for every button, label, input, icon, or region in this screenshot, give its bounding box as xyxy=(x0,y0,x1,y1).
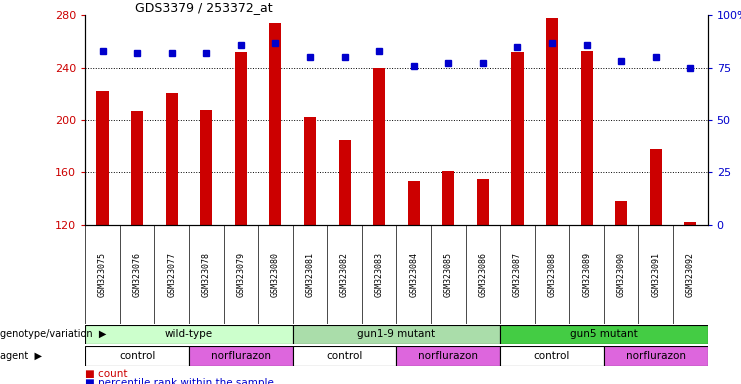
Text: norflurazon: norflurazon xyxy=(419,351,478,361)
Text: GSM323082: GSM323082 xyxy=(340,252,349,297)
Bar xyxy=(408,182,419,225)
Text: GSM323088: GSM323088 xyxy=(548,252,556,297)
Bar xyxy=(442,171,454,225)
Text: GSM323085: GSM323085 xyxy=(444,252,453,297)
Text: GDS3379 / 253372_at: GDS3379 / 253372_at xyxy=(135,1,273,14)
Text: GSM323084: GSM323084 xyxy=(409,252,418,297)
Text: GSM323087: GSM323087 xyxy=(513,252,522,297)
Text: GSM323079: GSM323079 xyxy=(236,252,245,297)
Bar xyxy=(511,52,523,225)
Bar xyxy=(339,140,350,225)
Text: genotype/variation  ▶: genotype/variation ▶ xyxy=(0,329,107,339)
Bar xyxy=(396,346,500,366)
Text: wild-type: wild-type xyxy=(165,329,213,339)
Bar xyxy=(500,346,604,366)
Bar xyxy=(476,179,489,225)
Bar xyxy=(500,325,708,344)
Text: GSM323075: GSM323075 xyxy=(98,252,107,297)
Text: ■ percentile rank within the sample: ■ percentile rank within the sample xyxy=(85,378,274,384)
Bar xyxy=(580,51,593,225)
Text: GSM323083: GSM323083 xyxy=(375,252,384,297)
Text: GSM323081: GSM323081 xyxy=(305,252,314,297)
Text: ■ count: ■ count xyxy=(85,369,127,379)
Text: GSM323092: GSM323092 xyxy=(686,252,695,297)
Bar xyxy=(131,111,143,225)
Bar xyxy=(546,18,558,225)
Text: control: control xyxy=(326,351,363,361)
Bar xyxy=(96,91,108,225)
Text: gun1-9 mutant: gun1-9 mutant xyxy=(357,329,436,339)
Text: GSM323091: GSM323091 xyxy=(651,252,660,297)
Bar xyxy=(189,346,293,366)
Bar xyxy=(269,23,282,225)
Text: control: control xyxy=(119,351,156,361)
Bar xyxy=(650,149,662,225)
Text: GSM323086: GSM323086 xyxy=(479,252,488,297)
Text: GSM323077: GSM323077 xyxy=(167,252,176,297)
Text: GSM323090: GSM323090 xyxy=(617,252,625,297)
Text: gun5 mutant: gun5 mutant xyxy=(570,329,638,339)
Text: GSM323089: GSM323089 xyxy=(582,252,591,297)
Bar xyxy=(200,109,212,225)
Text: GSM323080: GSM323080 xyxy=(271,252,280,297)
Bar xyxy=(85,325,293,344)
Bar xyxy=(85,346,189,366)
Bar xyxy=(293,346,396,366)
Bar xyxy=(373,68,385,225)
Text: norflurazon: norflurazon xyxy=(211,351,270,361)
Bar xyxy=(684,222,697,225)
Text: GSM323078: GSM323078 xyxy=(202,252,210,297)
Text: control: control xyxy=(534,351,571,361)
Text: agent  ▶: agent ▶ xyxy=(0,351,42,361)
Bar xyxy=(235,52,247,225)
Bar xyxy=(615,201,627,225)
Text: norflurazon: norflurazon xyxy=(626,351,685,361)
Bar xyxy=(604,346,708,366)
Bar xyxy=(293,325,500,344)
Text: GSM323076: GSM323076 xyxy=(133,252,142,297)
Bar xyxy=(165,93,178,225)
Bar xyxy=(304,118,316,225)
